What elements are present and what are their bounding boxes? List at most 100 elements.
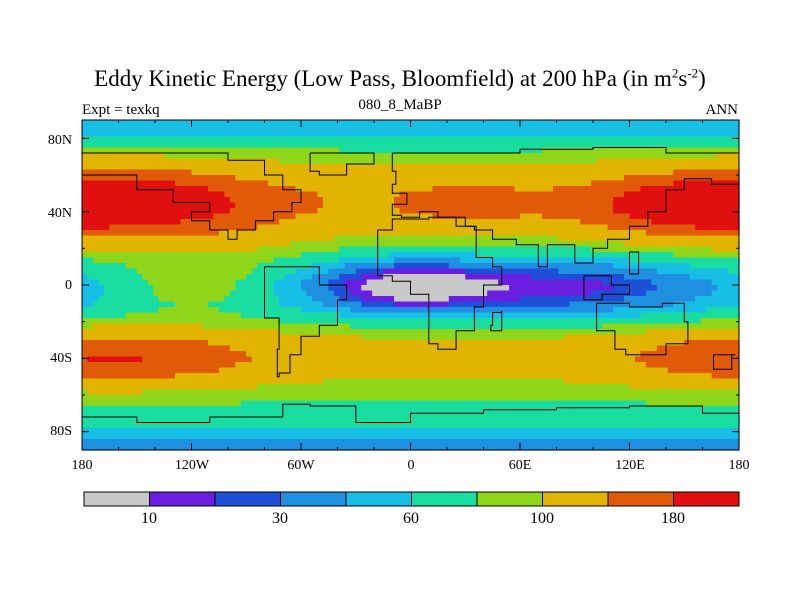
eke-cell: [186, 323, 193, 330]
eke-cell: [147, 120, 154, 127]
eke-cell: [613, 158, 620, 165]
eke-cell: [525, 318, 532, 325]
eke-cell: [350, 296, 357, 303]
eke-cell: [541, 175, 548, 182]
eke-cell: [448, 208, 455, 215]
eke-cell: [394, 334, 401, 341]
eke-cell: [454, 246, 461, 253]
eke-cell: [202, 257, 209, 264]
eke-cell: [284, 312, 291, 319]
eke-cell: [213, 307, 220, 314]
eke-cell: [114, 235, 121, 242]
eke-cell: [514, 246, 521, 253]
eke-cell: [153, 208, 160, 215]
eke-cell: [421, 186, 428, 193]
eke-cell: [366, 334, 373, 341]
eke-cell: [153, 136, 160, 143]
eke-cell: [295, 235, 302, 242]
eke-cell: [207, 120, 214, 127]
eke-cell: [673, 312, 680, 319]
eke-cell: [388, 345, 395, 352]
eke-cell: [733, 241, 740, 248]
eke-cell: [366, 136, 373, 143]
eke-cell: [722, 213, 729, 220]
eke-cell: [92, 329, 100, 336]
eke-cell: [722, 230, 729, 237]
eke-cell: [120, 296, 127, 303]
eke-cell: [476, 334, 483, 341]
eke-cell: [536, 318, 543, 325]
eke-cell: [114, 290, 121, 297]
eke-cell: [530, 279, 538, 286]
eke-cell: [147, 318, 154, 325]
eke-cell: [383, 246, 390, 253]
eke-cell: [328, 224, 335, 231]
eke-cell: [218, 224, 225, 231]
eke-cell: [607, 142, 614, 149]
eke-cell: [706, 246, 713, 253]
eke-cell: [98, 164, 105, 171]
eke-cell: [350, 274, 357, 281]
eke-cell: [547, 186, 554, 193]
eke-cell: [131, 263, 138, 270]
eke-cell: [377, 257, 384, 264]
eke-cell: [591, 175, 598, 182]
eke-cell: [552, 208, 559, 215]
eke-cell: [120, 230, 127, 237]
eke-cell: [470, 202, 477, 209]
eke-cell: [717, 125, 724, 132]
eke-cell: [503, 290, 510, 297]
eke-cell: [580, 263, 587, 270]
eke-cell: [92, 208, 100, 215]
eke-cell: [624, 274, 631, 281]
eke-cell: [711, 219, 718, 226]
eke-cell: [678, 202, 685, 209]
eke-cell: [322, 120, 329, 127]
eke-cell: [503, 268, 510, 275]
eke-cell: [525, 230, 532, 237]
eke-cell: [481, 301, 488, 308]
eke-cell: [377, 136, 384, 143]
eke-cell: [218, 318, 225, 325]
eke-cell: [388, 290, 395, 297]
eke-cell: [618, 340, 625, 347]
eke-cell: [552, 263, 559, 270]
eke-cell: [164, 175, 171, 182]
eke-cell: [415, 312, 423, 319]
eke-cell: [476, 230, 483, 237]
eke-cell: [552, 120, 559, 127]
eke-cell: [662, 136, 669, 143]
eke-cell: [624, 147, 631, 154]
eke-cell: [240, 252, 247, 259]
eke-cell: [131, 285, 138, 292]
eke-cell: [377, 263, 384, 270]
eke-cell: [421, 125, 428, 132]
eke-cell: [240, 296, 247, 303]
eke-cell: [667, 246, 674, 253]
eke-cell: [246, 180, 253, 187]
eke-cell: [629, 340, 636, 347]
eke-cell: [136, 301, 143, 308]
eke-cell: [240, 197, 247, 204]
eke-cell: [394, 274, 401, 281]
eke-cell: [218, 120, 225, 127]
eke-cell: [284, 252, 291, 259]
eke-cell: [306, 208, 313, 215]
eke-cell: [498, 312, 505, 319]
eke-cell: [602, 147, 609, 154]
eke-cell: [520, 142, 527, 149]
eke-cell: [585, 180, 592, 187]
eke-cell: [262, 120, 269, 127]
eke-cell: [350, 120, 357, 127]
eke-cell: [191, 186, 198, 193]
eke-cell: [520, 340, 527, 347]
eke-cell: [689, 274, 696, 281]
eke-cell: [689, 191, 696, 198]
eke-cell: [536, 263, 543, 270]
eke-cell: [574, 296, 581, 303]
eke-cell: [405, 329, 412, 336]
eke-cell: [492, 263, 499, 270]
eke-cell: [142, 318, 149, 325]
eke-cell: [492, 180, 499, 187]
eke-cell: [700, 136, 707, 143]
